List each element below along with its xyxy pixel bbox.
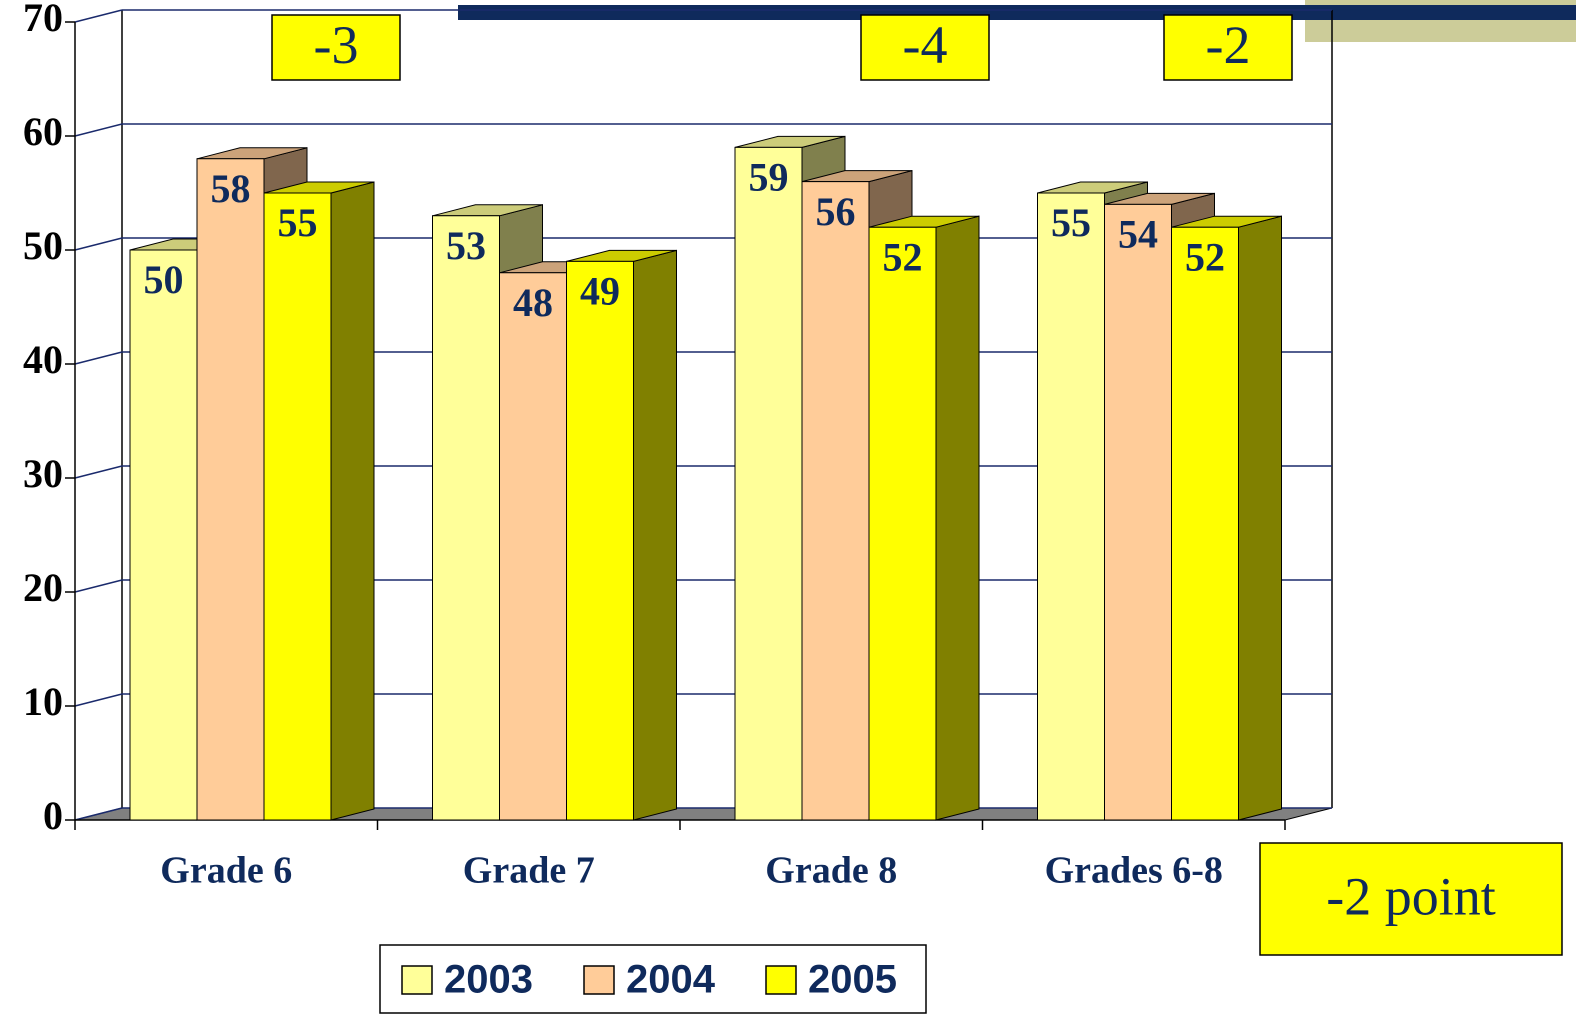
bar-front: [499, 272, 567, 821]
annotation-box: [271, 14, 401, 81]
y-tick-label: 20: [23, 565, 63, 610]
legend-swatch: [401, 965, 433, 995]
grid-line: [74, 123, 123, 137]
legend-label: 2004: [626, 958, 716, 1002]
annotation: -3: [314, 15, 359, 75]
legend-label: 2003: [444, 958, 533, 1002]
annotation-box: [860, 14, 990, 81]
legend-swatch: [765, 965, 797, 995]
bar: [566, 249, 677, 821]
legend-label: 2005: [808, 958, 897, 1002]
grid-line: [74, 465, 123, 479]
bar-front: [734, 146, 803, 821]
data-label: 55: [278, 200, 318, 245]
legend-swatch: [583, 965, 615, 995]
data-label: 49: [580, 269, 620, 314]
data-label: 54: [1118, 212, 1158, 257]
grid-line: [74, 579, 123, 593]
bar-front: [801, 181, 870, 821]
bar-front: [1104, 203, 1172, 821]
annotation-box: [1259, 842, 1563, 956]
bar-side: [935, 215, 980, 821]
grid-line: [74, 693, 123, 707]
x-tick-label: Grade 6: [160, 850, 292, 892]
y-tick-label: 70: [23, 0, 63, 40]
bar-front: [1171, 226, 1239, 821]
data-label: 48: [513, 280, 553, 325]
data-label: 52: [1185, 234, 1225, 279]
y-tick-label: 10: [23, 679, 63, 724]
x-tick-label: Grade 8: [765, 850, 897, 892]
data-label: 58: [211, 166, 251, 211]
legend-box: [379, 944, 927, 1014]
bar-front: [1037, 192, 1105, 821]
grid-line: [74, 351, 123, 365]
bar-front: [868, 226, 937, 821]
data-label: 53: [446, 223, 486, 268]
bar: [263, 181, 375, 821]
bar-front: [432, 215, 500, 821]
data-label: 56: [816, 189, 856, 234]
data-label: 55: [1051, 200, 1091, 245]
y-tick-label: 60: [23, 109, 63, 154]
y-tick-label: 40: [23, 337, 63, 382]
x-tick-label: Grade 7: [463, 850, 595, 892]
data-label: 59: [749, 155, 789, 200]
y-tick-label: 30: [23, 451, 63, 496]
x-tick-label: Grades 6-8: [1045, 850, 1223, 892]
bar-side: [330, 181, 375, 821]
bar-side: [1238, 215, 1282, 821]
decor-bar: [458, 5, 1576, 20]
y-tick-label: 0: [43, 793, 63, 838]
grid-line: [74, 807, 123, 821]
annotation: -2 point: [1326, 866, 1496, 926]
annotation-box: [1163, 14, 1293, 81]
bar-front: [196, 158, 265, 821]
data-label: 50: [144, 257, 184, 302]
bar-front: [566, 260, 634, 821]
grid-line: [74, 9, 123, 23]
bar-front: [129, 249, 198, 821]
grid-line: [74, 237, 123, 251]
bar: [868, 215, 980, 821]
data-label: 52: [883, 234, 923, 279]
y-tick-label: 50: [23, 223, 63, 268]
bar-front: [263, 192, 332, 821]
bar: [1171, 215, 1282, 821]
annotation: -2: [1206, 15, 1251, 75]
annotation: -4: [903, 15, 948, 75]
bar-side: [633, 249, 677, 821]
